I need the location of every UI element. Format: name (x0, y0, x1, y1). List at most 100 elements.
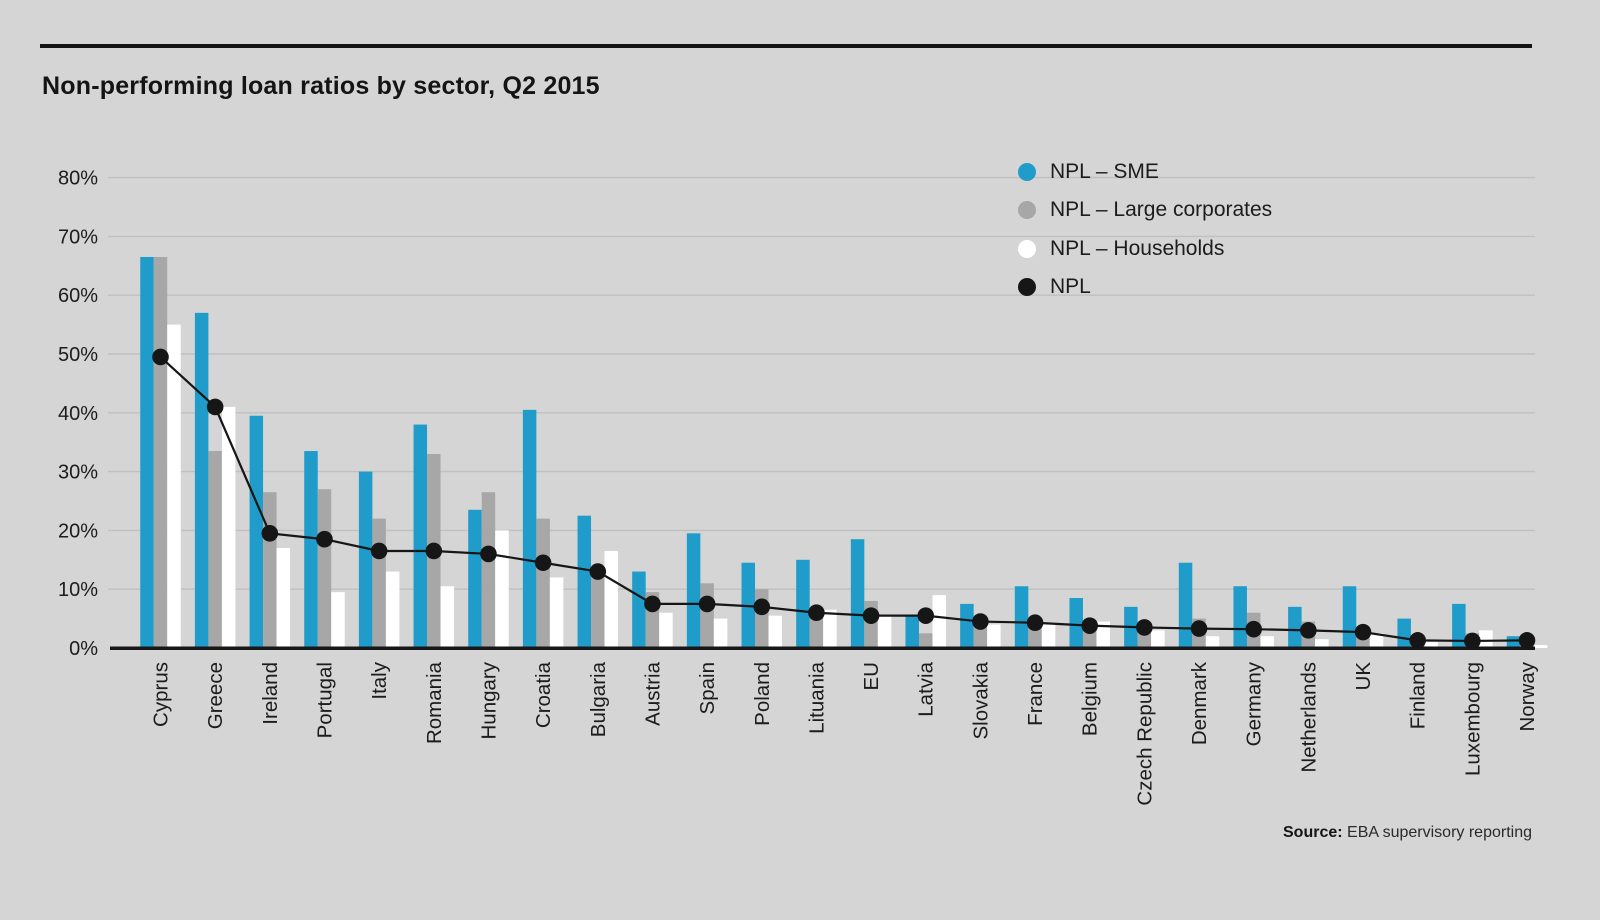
bar-npl-households-portugal (331, 592, 345, 648)
legend-swatch-npl-large-corporates-icon (1018, 201, 1036, 219)
npl-line (159, 356, 1528, 643)
bar-npl-households-poland (768, 615, 783, 648)
x-label-romania: Romania (423, 661, 446, 744)
dot-npl-romania (425, 542, 443, 560)
legend-label-npl-large-corporates: NPL – Large corporates (1050, 198, 1273, 221)
bar-npl-large-corporates-hungary (481, 492, 496, 648)
dot-npl-bulgaria (589, 563, 607, 580)
bar-npl-sme-belgium (1069, 598, 1083, 648)
bar-npl-households-ireland (276, 548, 291, 648)
bar-npl-large-corporates-italy (372, 518, 386, 648)
dot-npl-lituania (808, 604, 825, 622)
dot-npl-greece (206, 398, 224, 416)
bar-npl-sme-norway (1506, 636, 1521, 648)
x-axis-line (110, 646, 1535, 650)
bar-npl-sme-hungary (468, 509, 482, 648)
x-label-uk: UK (1352, 662, 1375, 691)
bar-npl-large-corporates-ireland (263, 492, 277, 648)
bar-npl-households-germany (1260, 636, 1274, 648)
bar-npl-sme-lituania (796, 559, 810, 648)
x-label-germany: Germany (1243, 661, 1266, 746)
bar-npl-large-corporates-uk (1356, 636, 1370, 648)
dot-npl-netherlands (1300, 622, 1317, 639)
dot-npl-france (1026, 614, 1044, 632)
x-label-bulgaria: Bulgaria (587, 661, 610, 737)
bar-npl-large-corporates-bulgaria (591, 568, 605, 648)
bar-npl-sme-eu (850, 539, 865, 648)
x-label-ireland: Ireland (259, 662, 282, 725)
dot-npl-finland (1409, 632, 1426, 649)
legend-item-npl-sme: NPL – SME (1018, 158, 1272, 185)
bar-npl-households-denmark (1205, 636, 1220, 648)
bar-npl-sme-denmark (1178, 562, 1193, 648)
source-label: Source: (1283, 824, 1343, 841)
legend-label-npl-sme: NPL – SME (1050, 159, 1159, 183)
x-label-denmark: Denmark (1188, 661, 1211, 745)
bar-npl-sme-finland (1397, 618, 1411, 648)
legend-swatch-npl-sme-icon (1018, 162, 1036, 181)
x-label-belgium: Belgium (1079, 662, 1102, 736)
legend-swatch-npl-icon (1018, 278, 1036, 296)
y-tick-label-70: 70% (58, 226, 98, 248)
bar-npl-households-spain (713, 618, 728, 648)
bar-npl-sme-italy (358, 471, 373, 648)
x-label-norway: Norway (1516, 661, 1539, 731)
x-label-slovakia: Slovakia (969, 661, 992, 739)
bar-npl-sme-portugal (304, 451, 318, 648)
bar-npl-large-corporates-poland (755, 589, 769, 648)
bar-npl-households-hungary (495, 530, 509, 648)
bar-npl-sme-uk (1342, 586, 1357, 648)
x-label-poland: Poland (751, 662, 774, 726)
legend-item-npl: NPL (1018, 274, 1272, 301)
x-label-greece: Greece (204, 662, 227, 729)
dot-npl-portugal (316, 530, 333, 548)
dot-npl-slovakia (972, 613, 989, 630)
source-text: EBA supervisory reporting (1342, 824, 1532, 841)
bar-npl-sme-latvia (905, 615, 919, 648)
legend-item-npl-large-corporates: NPL – Large corporates (1018, 197, 1272, 224)
dot-npl-austria (644, 595, 661, 613)
y-tick-label-80: 80% (58, 168, 98, 190)
x-label-france: France (1024, 662, 1047, 726)
bar-npl-sme-netherlands (1288, 606, 1302, 648)
bar-npl-sme-romania (413, 424, 428, 648)
bar-npl-households-greece (221, 406, 236, 648)
y-tick-label-60: 60% (58, 285, 98, 307)
dot-npl-denmark (1190, 620, 1208, 637)
bar-npl-large-corporates-slovakia (973, 624, 988, 648)
page-title: Non-performing loan ratios by sector, Q2… (42, 72, 600, 100)
dot-npl-norway (1518, 632, 1536, 649)
bar-npl-sme-slovakia (960, 603, 974, 648)
bar-npl-sme-ireland (249, 415, 264, 648)
top-rule (40, 44, 1532, 48)
x-label-hungary: Hungary (477, 661, 500, 739)
dot-npl-luxembourg (1464, 632, 1481, 650)
bar-npl-households-netherlands (1315, 639, 1329, 648)
bar-npl-sme-spain (686, 533, 701, 648)
y-tick-label-30: 30% (58, 462, 98, 484)
chart-legend: NPL – SME NPL – Large corporates NPL – Hou… (1018, 158, 1272, 312)
bar-npl-sme-greece (194, 312, 209, 648)
bar-npl-households-france (1041, 624, 1056, 648)
bar-npl-households-uk (1369, 633, 1384, 648)
bar-npl-sme-bulgaria (577, 515, 592, 648)
bar-npl-sme-germany (1233, 586, 1247, 648)
bar-npl-sme-france (1014, 586, 1029, 648)
source-line: Source: EBA supervisory reporting (1283, 824, 1532, 842)
y-tick-label-50: 50% (58, 344, 98, 366)
bar-npl-sme-luxembourg (1452, 603, 1466, 648)
dot-npl-germany (1245, 620, 1262, 638)
legend-label-npl-households: NPL – Households (1050, 236, 1225, 260)
dot-npl-cyprus (152, 348, 169, 366)
legend-item-npl-households: NPL – Households (1018, 235, 1272, 262)
bar-npl-households-slovakia (987, 624, 1001, 648)
bar-npl-large-corporates-greece (208, 451, 222, 648)
x-label-netherlands: Netherlands (1297, 662, 1320, 773)
bar-npl-households-romania (440, 586, 455, 648)
bar-npl-households-latvia (932, 595, 946, 648)
x-label-italy: Italy (368, 661, 391, 699)
dot-npl-uk (1354, 623, 1372, 641)
x-label-cyprus: Cyprus (150, 662, 173, 727)
dot-npl-ireland (261, 525, 279, 542)
